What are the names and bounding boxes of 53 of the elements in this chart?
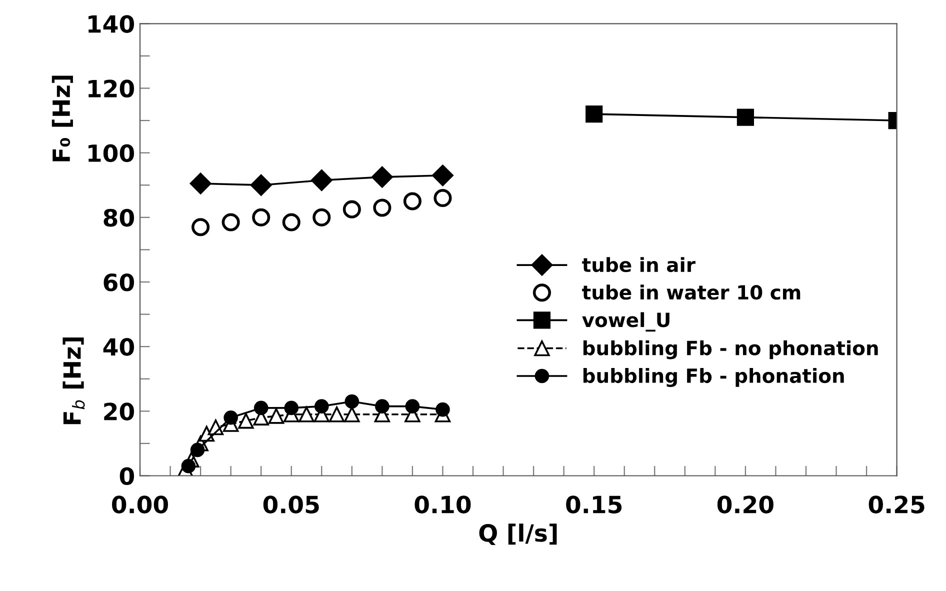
point bbox=[250, 174, 272, 196]
point bbox=[405, 399, 420, 414]
legend-label: vowel_U bbox=[582, 312, 670, 332]
point bbox=[342, 200, 361, 218]
point bbox=[252, 208, 270, 226]
point bbox=[282, 213, 300, 232]
point bbox=[181, 458, 196, 474]
legend-label: tube in water 10 cm bbox=[582, 284, 800, 300]
legend-label: bubbling Fb - no phonation bbox=[583, 340, 878, 360]
x-tick-label: 0.20 bbox=[717, 496, 774, 514]
point bbox=[586, 106, 603, 123]
point bbox=[312, 208, 331, 226]
x-tick-label: 0.00 bbox=[112, 496, 168, 514]
point bbox=[298, 406, 314, 422]
point bbox=[190, 172, 212, 194]
point bbox=[371, 166, 393, 188]
text: F$_{b}$ [Hz] bbox=[62, 337, 85, 424]
point bbox=[284, 400, 299, 416]
point bbox=[434, 189, 452, 208]
point bbox=[436, 402, 450, 417]
point bbox=[373, 198, 392, 217]
y-tick-label: 0 bbox=[120, 467, 134, 486]
y-tick-label: 60 bbox=[104, 273, 134, 292]
point bbox=[375, 399, 390, 414]
legend-label: bubbling Fb - phonation bbox=[583, 368, 844, 388]
y-tick-label: 120 bbox=[88, 80, 134, 98]
y-tick-label: 20 bbox=[104, 402, 134, 420]
y-tick-label: 140 bbox=[88, 15, 134, 33]
x-axis-title: Q [l/s] bbox=[479, 524, 557, 545]
point bbox=[736, 108, 754, 126]
point bbox=[310, 170, 332, 191]
x-tick-label: 0.15 bbox=[566, 496, 622, 514]
y-tick-label: 80 bbox=[104, 208, 134, 227]
point bbox=[238, 413, 254, 429]
point bbox=[190, 442, 205, 458]
legend-label: tube in air bbox=[582, 257, 696, 272]
point bbox=[432, 164, 454, 186]
point bbox=[268, 408, 284, 424]
x-tick-label: 0.25 bbox=[868, 496, 924, 514]
point bbox=[224, 410, 238, 425]
point bbox=[254, 400, 268, 416]
x-tick-label: 0.10 bbox=[414, 496, 471, 514]
point bbox=[222, 213, 240, 232]
y-axis-title: F₀ [Hz] bbox=[52, 76, 73, 162]
y-tick-label: 100 bbox=[88, 144, 134, 162]
point bbox=[192, 218, 210, 236]
x-tick-label: 0.05 bbox=[263, 496, 319, 514]
point bbox=[344, 394, 360, 409]
y-tick-label: 40 bbox=[103, 338, 134, 356]
point bbox=[344, 406, 360, 422]
point bbox=[403, 192, 422, 210]
point bbox=[314, 399, 329, 414]
point bbox=[328, 406, 345, 422]
